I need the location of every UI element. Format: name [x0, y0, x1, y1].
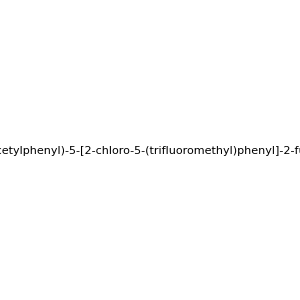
Text: N-(3-acetylphenyl)-5-[2-chloro-5-(trifluoromethyl)phenyl]-2-furamide: N-(3-acetylphenyl)-5-[2-chloro-5-(triflu…: [0, 146, 300, 157]
